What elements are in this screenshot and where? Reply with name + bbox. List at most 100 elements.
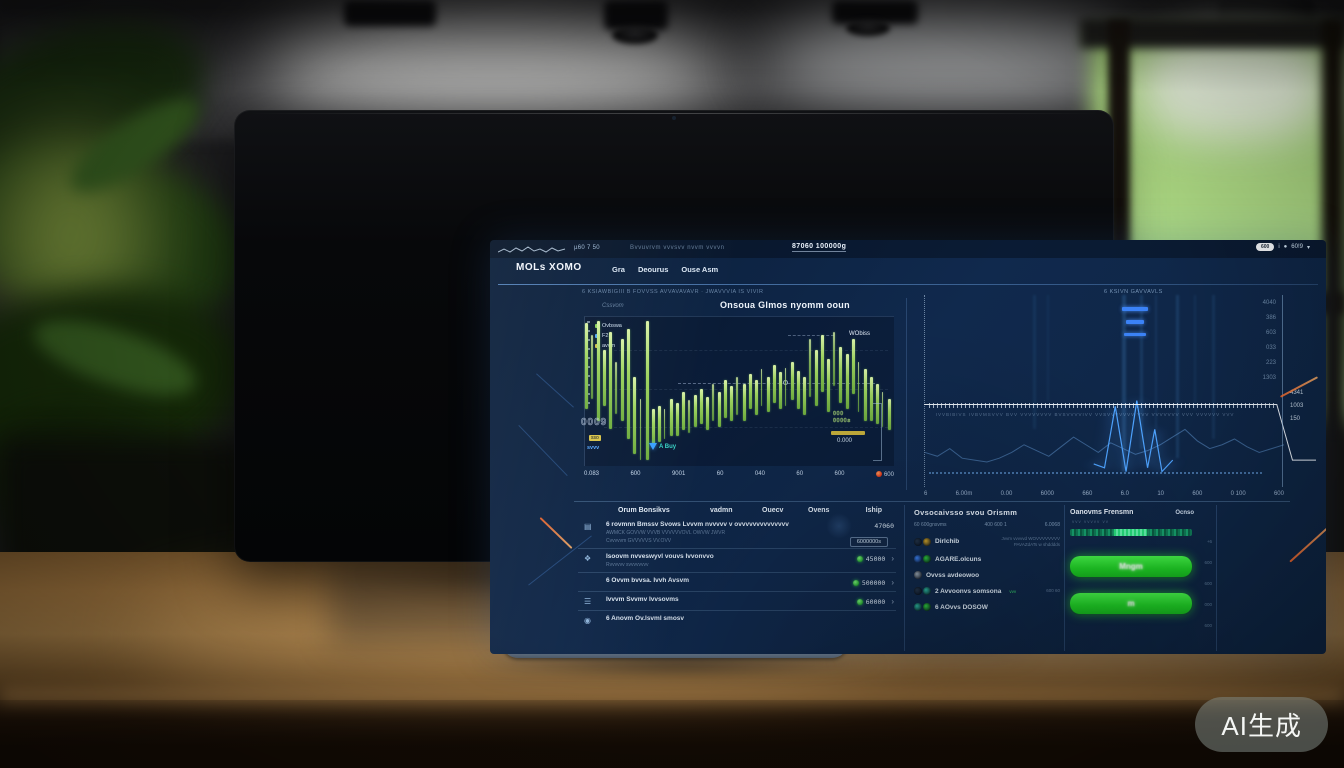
candle-bar (845, 354, 849, 410)
window-beam (1080, 18, 1344, 48)
amount-box[interactable]: 6000000s (849, 537, 888, 547)
chevron-right-icon[interactable]: › (891, 554, 894, 563)
list-item[interactable]: Ovvss avdeowoo (912, 567, 1062, 583)
nav-item[interactable]: Ouse Asm (681, 265, 719, 274)
decor-accent-line (1289, 519, 1326, 563)
asset-name: Dirlchib (935, 538, 960, 545)
tick-caption: IVVBIBIVS IVBVMSVVV BVV VVVVVVVV BVSVVVV… (935, 412, 1235, 418)
line-chart[interactable]: IVVBIBIVS IVBVMSVVV BVV VVVVVVVV BVSVVVV… (924, 295, 1284, 487)
column-header: 60 600gnsvms (914, 522, 947, 528)
scale-value: +6 (1206, 539, 1212, 544)
list-icon: ☰ (584, 597, 592, 606)
table-row[interactable]: ❖ Isoovm nvveswyvl vouvs Ivvonvvo Rvvvvvv … (578, 548, 896, 572)
list-item[interactable]: 6 AOvvs DOSOW (912, 599, 1062, 615)
coin-icon (914, 587, 922, 595)
legend-swatch (595, 344, 599, 348)
table-row[interactable]: ◉ 6 Anovm Ov.lsvml smosv (578, 610, 896, 629)
candle-bar (863, 369, 867, 422)
column-header[interactable]: Orum Bonsikvs (618, 507, 670, 514)
axis-label: 0.083 (584, 471, 600, 477)
breadcrumb-secondary[interactable]: 6 KSIVN GAVVAVLS (1104, 289, 1163, 295)
column-header: 6.0068 (1044, 522, 1060, 528)
status-dot (852, 579, 859, 586)
value-label: 4341 (1290, 390, 1304, 396)
column-header[interactable]: Iship (865, 507, 882, 514)
row-value: 60000 (865, 597, 886, 606)
candle-bar (875, 384, 879, 425)
down-arrow-icon (649, 443, 657, 450)
legend-item[interactable]: F2 (595, 333, 622, 339)
status-metric: µ60 7 50 (574, 245, 600, 251)
yellow-tag: sso (589, 435, 601, 441)
level-line (924, 295, 1316, 487)
candle-bar (754, 379, 758, 416)
table-row[interactable]: ▤ 6 rovmnn Bmssv Svows Lvvvm nvvvvv v ovv… (578, 517, 896, 548)
status-highlight[interactable]: 87060 100000g (792, 243, 847, 252)
buy-signal-marker[interactable]: A Buy (649, 443, 676, 450)
axis-label: 600 (1273, 491, 1284, 497)
right-x-axis: 6 6.00m 0.00 6000 660 6.0 10 600 0 100 600 (924, 491, 1284, 497)
list-item[interactable]: 2 Avvoonvs somsona vvv 600 60 (912, 583, 1062, 599)
candle-bar (712, 384, 714, 422)
status-value: 60!9 (1291, 244, 1303, 250)
target-annotation: 000 0000s (833, 411, 851, 424)
legend-item[interactable]: Ovbswa (595, 323, 622, 329)
action-button[interactable]: m (1070, 593, 1192, 614)
main-nav: Gra Deourus Ouse Asm (612, 265, 718, 274)
plant-leaves (0, 383, 259, 617)
chevron-right-icon[interactable]: › (891, 578, 894, 587)
candle-bar (778, 372, 782, 410)
gridline (603, 427, 888, 429)
target-highlight-bar (831, 431, 865, 435)
breadcrumb[interactable]: 6 KSIAWBIGIII B FOVVSS AVVAVAVAVR · JWAV… (582, 289, 764, 295)
track-light (344, 0, 436, 26)
candle-bar (585, 322, 588, 410)
panel-note: vvv vvvvv vv (1072, 519, 1110, 524)
scale-value: 000 (1204, 602, 1212, 607)
plant-highlight (0, 140, 150, 330)
candle-bar (809, 339, 811, 398)
column-header[interactable]: vadmn (710, 507, 733, 514)
info-icon[interactable]: i (1278, 244, 1280, 250)
nav-item[interactable]: Deourus (637, 265, 669, 274)
app-logo[interactable]: MOLs XOMO (516, 262, 582, 273)
table-row[interactable]: ☰ Ivvvm Svvmv Ivvsovms 60000 › (578, 591, 896, 610)
divider (906, 298, 907, 490)
column-header[interactable]: Ovens (808, 507, 830, 514)
status-strip (490, 240, 1326, 258)
legend-item[interactable]: avvm (595, 343, 622, 349)
flame-icon (875, 471, 882, 477)
desk-front (0, 700, 1344, 768)
highlight-dash (1122, 306, 1149, 311)
candlestick-chart[interactable]: OvbswaF2avvm WObiss 0009 sso svvv A Buy … (581, 316, 894, 466)
candle-bar (736, 376, 738, 416)
axis-label: 660 (1082, 491, 1093, 497)
candle-bar (700, 388, 704, 425)
track-light (604, 0, 668, 30)
chevron-right-icon[interactable]: › (891, 597, 894, 606)
candle-bar (748, 373, 752, 410)
monitor: µ60 7 50 Bvvuvrvm vvvsvv nvvm vvvvn 8706… (234, 110, 1326, 654)
gridline (603, 388, 888, 390)
panel-corner-label[interactable]: Ocnso (1175, 509, 1194, 516)
list-item[interactable]: Dirlchib Jvvm vvvvvd WOVVVVVVVV PAVAZdATs … (912, 532, 1062, 551)
tick-band (928, 402, 1277, 408)
divider (1064, 505, 1065, 651)
volume-columns (925, 295, 1284, 487)
status-badge[interactable]: 600 (1255, 243, 1275, 251)
ai-watermark: AI生成 (1195, 697, 1328, 752)
column-header[interactable]: Ouecv (762, 507, 784, 514)
action-button[interactable]: Mngm (1070, 556, 1192, 577)
candle-bar (633, 376, 637, 455)
asset-name: AGARE.olcuns (935, 555, 982, 563)
right-y-axis: 4040 386 603 033 223 1303 (1242, 300, 1276, 381)
list-item[interactable]: AGARE.olcuns (912, 551, 1062, 567)
ceiling-light-glow (760, 10, 1140, 105)
volume-column (1047, 295, 1050, 401)
action-panel: Oanovms Frensmn Ocnso vvv vvvvv vv Mngm m… (1068, 505, 1216, 628)
table-row[interactable]: 6 Ovvm bvvsa. Ivvh Avsvm 500000 › (578, 572, 896, 591)
nav-item[interactable]: Gra (612, 265, 625, 274)
volume-column (1212, 295, 1215, 439)
chevron-down-icon[interactable]: ▾ (1306, 244, 1310, 251)
